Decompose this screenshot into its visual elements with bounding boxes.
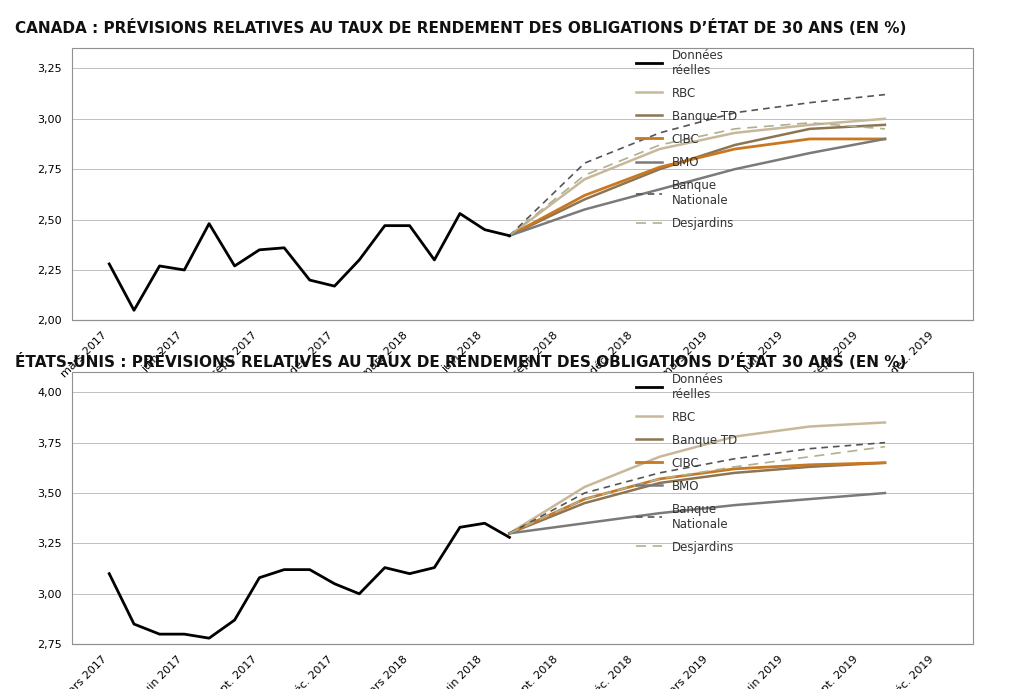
Legend: Données
réelles, RBC, Banque TD, CIBC, BMO, Banque
Nationale, Desjardins: Données réelles, RBC, Banque TD, CIBC, B… [636,49,737,230]
Text: ÉTATS-UNIS : PRÉVISIONS RELATIVES AU TAUX DE RENDEMENT DES OBLIGATIONS D’ÉTAT 30: ÉTATS-UNIS : PRÉVISIONS RELATIVES AU TAU… [15,353,906,370]
Text: CANADA : PRÉVISIONS RELATIVES AU TAUX DE RENDEMENT DES OBLIGATIONS D’ÉTAT DE 30 : CANADA : PRÉVISIONS RELATIVES AU TAUX DE… [15,19,906,37]
Legend: Données
réelles, RBC, Banque TD, CIBC, BMO, Banque
Nationale, Desjardins: Données réelles, RBC, Banque TD, CIBC, B… [636,373,737,554]
